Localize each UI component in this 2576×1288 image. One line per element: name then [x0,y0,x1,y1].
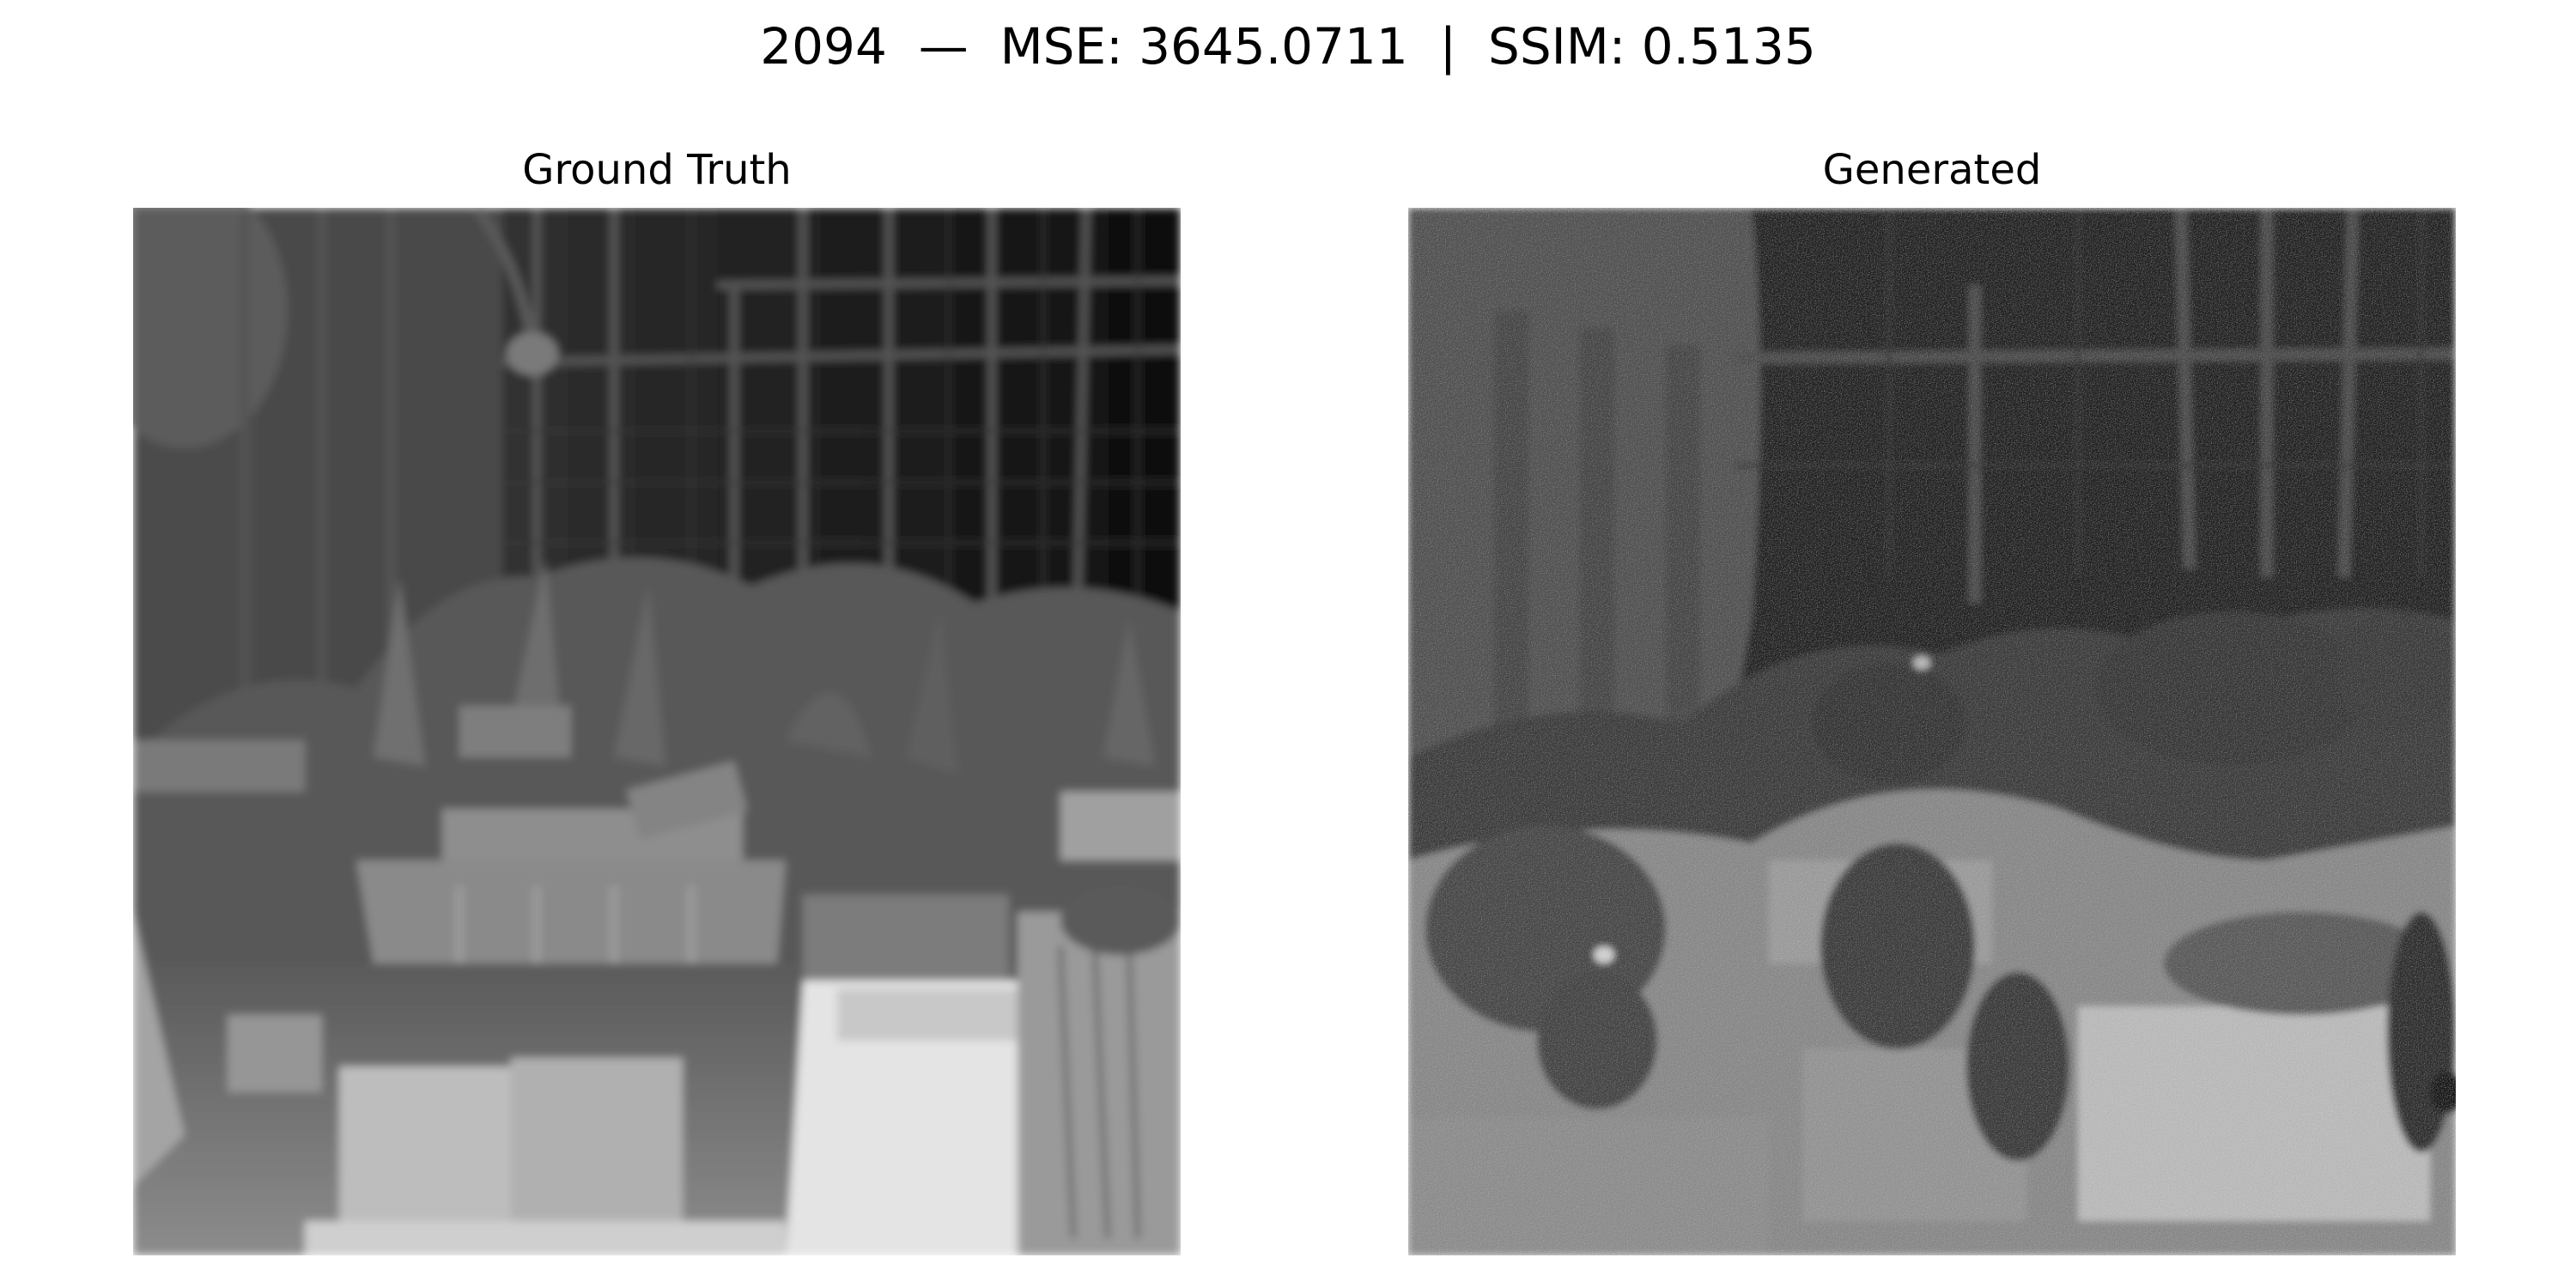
generated-image [1408,208,2456,1255]
generated-title: Generated [1822,146,2042,194]
ground-truth-title: Ground Truth [522,146,792,194]
figure-suptitle: 2094 — MSE: 3645.0711 | SSIM: 0.5135 [760,17,1816,76]
ground-truth-image [133,208,1181,1255]
generated-greenhouse-scene [1408,208,2456,1255]
ground-truth-greenhouse-scene [133,208,1181,1255]
